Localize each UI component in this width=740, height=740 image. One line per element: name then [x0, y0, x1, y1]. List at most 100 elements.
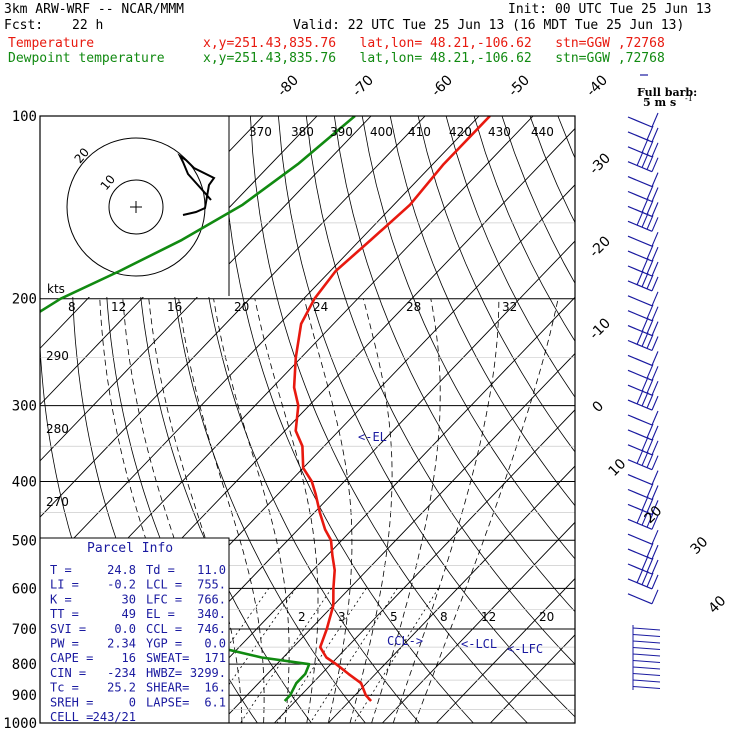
pressure-tick-label: 200	[12, 292, 37, 308]
wind-barb-shaft	[627, 369, 653, 381]
wind-barb-caption: Full barb:5 m s -1	[637, 74, 697, 109]
wind-barb-flag	[646, 438, 654, 454]
parcel-row-label: LFC =	[146, 592, 182, 606]
pressure-tick-label: 1000	[3, 716, 37, 732]
isotherm-line	[40, 116, 426, 518]
dry-adiabat-line	[586, 116, 740, 723]
wind-barb-flag	[636, 211, 644, 226]
lcl-marker: <-LCL	[461, 637, 497, 651]
wind-barb-flag	[641, 272, 649, 288]
dry-adiabat-line	[670, 116, 740, 723]
isotherm-tick-label: 40	[706, 593, 730, 617]
wind-barb-flag	[651, 410, 659, 426]
wind-barb-shaft	[627, 488, 653, 501]
wind-barb	[627, 509, 659, 530]
mixing-ratio-upper-label: 24	[313, 300, 328, 314]
hodograph-trace	[177, 153, 216, 216]
wind-barb-low	[632, 640, 661, 644]
wind-barb	[627, 304, 659, 322]
wind-barb	[627, 198, 659, 217]
dry-adiabat-line	[473, 116, 575, 342]
full-barb-unit-exponent: -1	[685, 94, 693, 103]
dry-adiabat-line	[698, 116, 740, 723]
dry-adiabat-line	[501, 116, 575, 285]
wind-barb-shaft	[627, 518, 653, 530]
dry-adiabat-line	[529, 116, 575, 224]
wind-barb-flag	[646, 215, 654, 230]
wind-barb-flag	[641, 317, 649, 332]
parcel-row-value: -0.2	[107, 578, 136, 592]
wind-barb-flag	[651, 231, 659, 247]
wind-barb-flag	[636, 389, 644, 405]
hodograph-units-label: kts	[47, 282, 65, 296]
isotherm-tick-label: -50	[506, 72, 533, 99]
wind-barb-flag	[651, 559, 659, 575]
dry-adiabat-line	[278, 116, 575, 718]
wind-barb-flag	[641, 555, 649, 571]
wind-barb-flag	[636, 151, 644, 166]
wind-barb	[627, 257, 659, 277]
wind-barb-shaft	[627, 354, 653, 366]
isotherm-tick-label: -10	[587, 315, 614, 342]
pressure-tick-label: 300	[12, 399, 37, 415]
theta-e-label: 370	[249, 125, 272, 139]
wind-barb	[627, 211, 659, 232]
parcel-row-value: 0.0	[114, 622, 136, 636]
lfc-marker: <-LFC	[507, 642, 543, 656]
parcel-row-label: LI =	[50, 578, 79, 592]
theta-e-label: 380	[291, 125, 314, 139]
wind-barb-flag	[651, 440, 659, 456]
wind-barb-shaft	[627, 533, 653, 545]
isotherm-line	[40, 116, 372, 462]
wind-barb-flag	[646, 244, 654, 260]
parcel-row-value: 11.0	[197, 563, 226, 577]
mixing-ratio-upper-label: 16	[167, 300, 182, 314]
wind-barb-shaft	[627, 414, 653, 426]
wind-barb-flag	[651, 217, 659, 232]
pressure-tick-label: 500	[12, 533, 37, 549]
parcel-row-value: 49	[122, 607, 136, 621]
isotherm-tick-label: -60	[429, 72, 456, 99]
wind-barb	[627, 138, 659, 158]
wind-barb-shaft	[627, 116, 653, 128]
wind-barb-shaft	[627, 399, 653, 411]
wind-barb-shaft	[627, 384, 653, 396]
wind-barb	[627, 231, 659, 247]
parcel-row-value: 30	[122, 592, 136, 606]
wind-barb-flag	[651, 425, 659, 441]
wind-barb-flag	[651, 157, 659, 172]
wind-barb-flag	[636, 568, 644, 584]
parcel-row-label: CCL =	[146, 622, 182, 636]
parcel-row-label: LAPSE=	[146, 695, 189, 709]
theta-e-label: 390	[330, 125, 353, 139]
dry-adiabat-line	[305, 116, 575, 665]
parcel-row-value: -234	[107, 666, 136, 680]
wind-barb-flag	[651, 544, 659, 560]
parcel-row-value: 766.	[197, 592, 226, 606]
wind-barb-shaft	[627, 161, 653, 173]
wind-barb-shaft	[627, 190, 653, 203]
dry-adiabat-line	[250, 116, 528, 723]
wind-barb	[627, 589, 659, 605]
wind-barb-flag	[651, 172, 659, 187]
wind-barb-flag	[636, 330, 644, 345]
moist-adiabat-line	[254, 298, 319, 723]
moist-adiabat-line	[392, 298, 500, 723]
wind-barb-flag	[641, 153, 649, 168]
isotherm-line	[274, 409, 575, 723]
wind-barb-flag	[651, 351, 659, 366]
parcel-row-label: TT =	[50, 607, 79, 621]
wind-barb-flag	[646, 259, 654, 275]
wind-barb	[627, 496, 659, 515]
wind-barb	[627, 172, 659, 188]
wind-barb	[627, 364, 659, 381]
wind-barb-flag	[651, 366, 659, 381]
wind-barb-shaft	[627, 235, 653, 247]
parcel-row-label: CAPE =	[50, 651, 93, 665]
isotherm-line	[436, 577, 575, 723]
wind-barb-flag	[646, 423, 654, 439]
temperature-legend: Temperature	[8, 36, 95, 51]
wind-barb-flag	[651, 306, 659, 321]
parcel-row-label: PW =	[50, 637, 79, 651]
